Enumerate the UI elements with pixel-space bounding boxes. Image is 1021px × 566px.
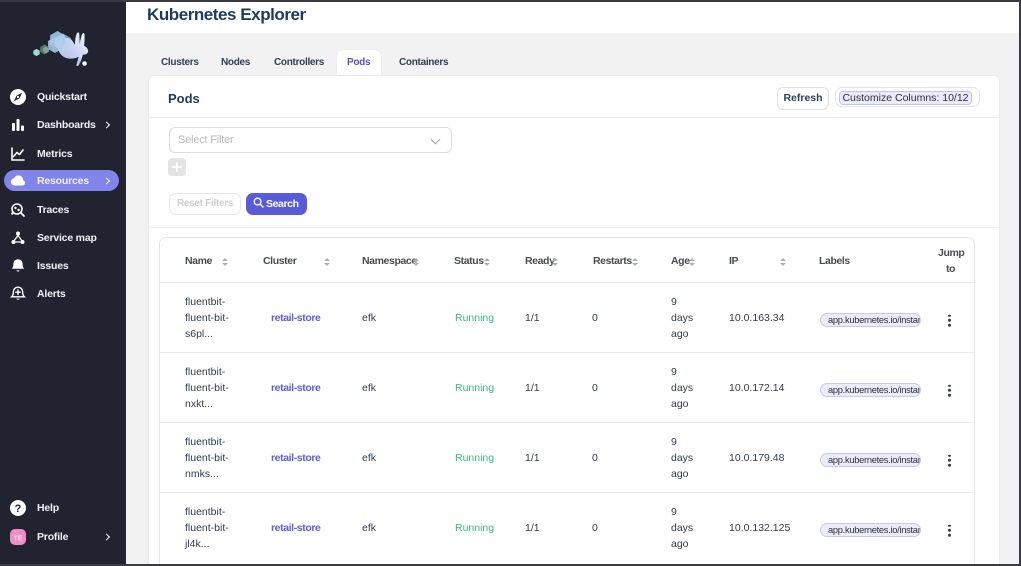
svg-text:?: ? — [15, 503, 22, 515]
svg-text:TE: TE — [14, 535, 23, 542]
